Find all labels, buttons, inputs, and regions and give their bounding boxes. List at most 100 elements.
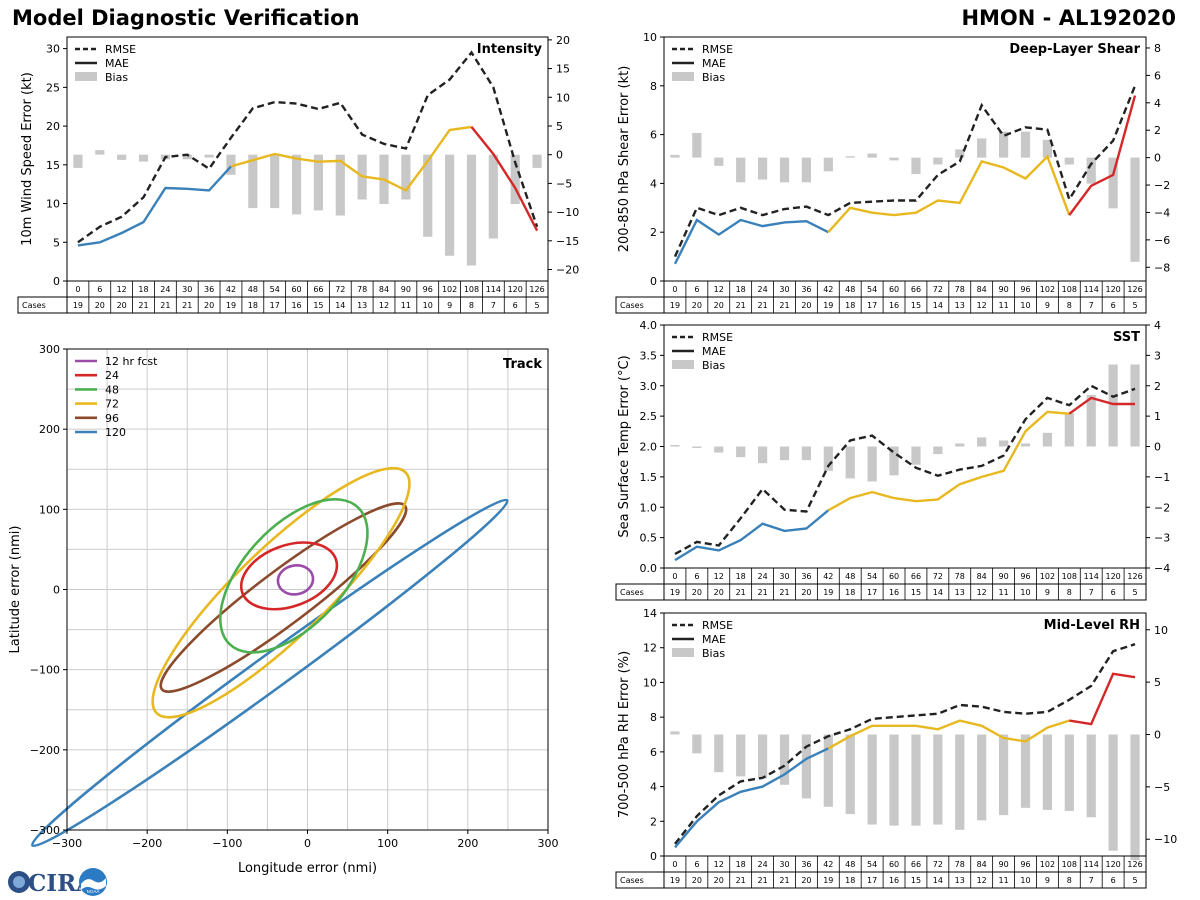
case-count: 10 xyxy=(1020,588,1030,597)
case-count: 19 xyxy=(670,301,680,310)
case-count: 21 xyxy=(757,301,767,310)
y-tick-label: 0 xyxy=(53,275,60,288)
forecast-hour: 30 xyxy=(779,860,789,869)
case-count: 8 xyxy=(1067,876,1072,885)
case-count: 20 xyxy=(714,301,724,310)
forecast-hour: 120 xyxy=(1105,572,1120,581)
mae-line-late xyxy=(470,126,539,232)
y-tick-label: 1.5 xyxy=(640,471,658,484)
bias-bar xyxy=(1020,131,1031,158)
case-count: 6 xyxy=(513,301,518,310)
y2-tick-label: 2 xyxy=(1154,380,1161,393)
bias-bar xyxy=(736,446,746,458)
y-tick-label: 4.0 xyxy=(640,319,658,332)
legend-mae-label: MAE xyxy=(702,57,726,70)
bias-bar xyxy=(692,446,702,449)
x-tick-label: 100 xyxy=(377,837,398,850)
bias-bar xyxy=(845,156,855,158)
y-tick-label: 10 xyxy=(643,676,657,689)
panel-title: Mid-Level RH xyxy=(1044,618,1140,633)
case-count: 9 xyxy=(447,301,452,310)
case-count: 21 xyxy=(757,588,767,597)
case-count: 9 xyxy=(1045,876,1050,885)
case-count: 7 xyxy=(1089,301,1094,310)
forecast-hour: 36 xyxy=(801,285,811,294)
case-count: 15 xyxy=(911,588,921,597)
y2-tick-label: 0 xyxy=(1154,441,1161,454)
case-count: 17 xyxy=(867,301,877,310)
case-count: 19 xyxy=(670,588,680,597)
bias-bar xyxy=(955,149,965,158)
bias-bar xyxy=(1064,157,1074,165)
bias-bar xyxy=(757,734,768,779)
bias-bar xyxy=(823,734,833,807)
forecast-hour: 48 xyxy=(845,860,855,869)
bias-bar xyxy=(95,150,105,155)
y-tick-label: −300 xyxy=(30,824,60,837)
y-tick-label: 2.5 xyxy=(640,410,658,423)
forecast-hour: 90 xyxy=(998,572,1008,581)
bias-bar xyxy=(911,734,921,826)
storm-id-title: HMON - AL192020 xyxy=(961,6,1176,30)
case-count: 18 xyxy=(248,301,258,310)
y2-tick-label: 10 xyxy=(1154,624,1168,637)
y2-tick-label: 8 xyxy=(1154,42,1161,55)
forecast-hour: 126 xyxy=(1127,572,1142,581)
y-tick-label: 200 xyxy=(39,423,60,436)
bias-bar xyxy=(801,734,812,799)
bias-bar xyxy=(823,446,833,471)
bias-bar xyxy=(1042,432,1053,447)
forecast-hour: 84 xyxy=(379,285,389,294)
y-tick-label: −200 xyxy=(30,744,60,757)
case-count: 20 xyxy=(801,876,811,885)
case-count: 20 xyxy=(801,588,811,597)
case-count: 5 xyxy=(1132,876,1137,885)
bias-bar xyxy=(998,734,1009,816)
y-tick-label: 4 xyxy=(650,781,657,794)
bias-bar xyxy=(998,440,1009,447)
y-tick-label: 0 xyxy=(53,584,60,597)
y-tick-label: 10 xyxy=(46,198,60,211)
bias-bar xyxy=(1020,443,1031,447)
y-tick-label: 1.0 xyxy=(640,501,658,514)
case-count: 20 xyxy=(692,588,702,597)
panel-title: SST xyxy=(1113,330,1140,345)
bias-bar xyxy=(977,734,987,821)
cira-logo: CIRA NOAA xyxy=(8,868,107,897)
bias-bar xyxy=(757,157,768,180)
case-count: 13 xyxy=(955,301,965,310)
legend-bias-swatch xyxy=(672,360,694,369)
forecast-hour: 12 xyxy=(714,285,724,294)
y2-tick-label: −5 xyxy=(1154,781,1170,794)
forecast-hour: 102 xyxy=(1040,572,1055,581)
cases-label: Cases xyxy=(620,876,644,885)
mae-line-early xyxy=(674,509,830,562)
bias-bar xyxy=(670,731,680,735)
forecast-hour: 66 xyxy=(313,285,323,294)
case-count: 20 xyxy=(801,301,811,310)
bias-bar xyxy=(998,131,1009,158)
bias-bar xyxy=(1064,413,1074,447)
case-count: 21 xyxy=(779,301,789,310)
bias-bar xyxy=(1020,734,1031,808)
bias-bar xyxy=(889,157,899,161)
bias-bar xyxy=(714,734,724,773)
case-count: 11 xyxy=(998,301,1008,310)
y2-tick-label: −5 xyxy=(556,177,572,190)
legend-mae-label: MAE xyxy=(105,57,129,70)
y2-tick-label: −1 xyxy=(1154,471,1170,484)
mae-line-mid xyxy=(827,154,1071,234)
y2-tick-label: 5 xyxy=(556,120,563,133)
case-count: 14 xyxy=(335,301,345,310)
case-count: 10 xyxy=(1020,301,1030,310)
bias-bar xyxy=(845,446,855,479)
forecast-hour: 60 xyxy=(291,285,301,294)
y-tick-label: 2.0 xyxy=(640,441,658,454)
bias-bar xyxy=(889,734,899,826)
bias-bar xyxy=(248,154,258,209)
bias-bar xyxy=(889,446,899,476)
case-count: 21 xyxy=(779,588,789,597)
forecast-hour: 108 xyxy=(1062,860,1077,869)
y-tick-label: 2 xyxy=(650,226,657,239)
case-count: 5 xyxy=(1132,301,1137,310)
